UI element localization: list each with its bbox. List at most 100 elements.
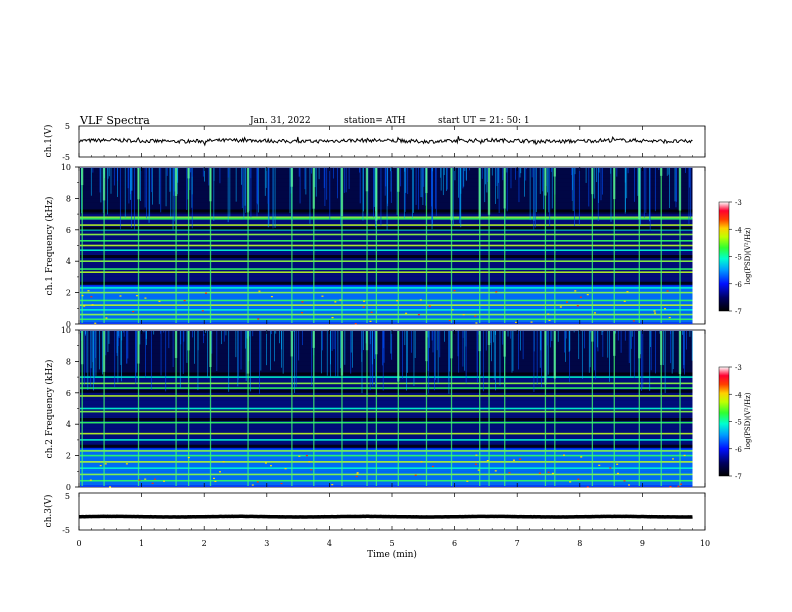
weak-sferic [485, 168, 487, 185]
weak-sferic [551, 168, 553, 209]
psd-speckle [104, 463, 107, 465]
transmitter-line [80, 318, 693, 321]
weak-sferic [458, 168, 459, 198]
weak-sferic [405, 168, 407, 193]
weak-sferic [223, 331, 225, 342]
weak-sferic [295, 331, 297, 387]
weak-sferic [373, 168, 375, 207]
transmitter-line [80, 229, 693, 231]
weak-sferic [121, 331, 123, 341]
weak-sferic [655, 331, 656, 374]
psd-speckle [354, 323, 357, 325]
psd-speckle [310, 469, 313, 471]
weak-sferic [123, 331, 125, 337]
weak-sferic [289, 168, 291, 214]
weak-sferic [119, 168, 121, 230]
weak-sferic [166, 168, 168, 176]
noise-band [80, 186, 693, 191]
weak-sferic [404, 331, 406, 346]
weak-sferic [531, 168, 533, 178]
psd-speckle [580, 456, 583, 458]
psd-speckle [666, 290, 669, 292]
weak-sferic [682, 331, 683, 335]
weak-sferic [191, 168, 193, 195]
weak-sferic [506, 168, 508, 173]
weak-sferic [107, 331, 109, 353]
weak-sferic [271, 331, 272, 335]
psd-speckle [632, 320, 635, 322]
sferic-tip [478, 331, 481, 352]
weak-sferic [92, 331, 94, 376]
freq-tick-label: 4 [66, 420, 71, 429]
freq-tick-label: 10 [61, 326, 71, 335]
sferic [679, 168, 681, 323]
x-tick-label: 6 [452, 539, 457, 548]
weak-sferic [404, 168, 406, 172]
noise-band [80, 333, 693, 338]
weak-sferic [428, 331, 430, 348]
weak-sferic [108, 331, 110, 344]
weak-sferic [172, 168, 174, 230]
noise-band [80, 257, 693, 262]
psd-speckle [548, 319, 551, 322]
sferic [341, 168, 343, 323]
weak-sferic [204, 331, 206, 333]
colorbar-tick-label: -6 [735, 281, 742, 289]
psd-speckle [562, 454, 565, 456]
weak-sferic [315, 168, 317, 197]
weak-sferic [502, 168, 504, 181]
weak-sferic [654, 168, 656, 212]
weak-sferic [626, 168, 628, 199]
psd-speckle [683, 454, 686, 457]
sferic [591, 168, 594, 323]
noise-band [80, 428, 693, 433]
weak-sferic [590, 331, 592, 333]
ch3-ytick-top: 5 [65, 492, 70, 501]
weak-sferic [609, 331, 610, 382]
psd-speckle [284, 468, 287, 470]
psd-speckle [475, 322, 478, 324]
weak-sferic [257, 168, 259, 205]
noise-band [80, 377, 693, 382]
psd-speckle [355, 475, 358, 478]
weak-sferic [160, 331, 162, 334]
sferic-tip [365, 168, 369, 192]
x-tick-label: 1 [139, 539, 144, 548]
weak-sferic [402, 331, 403, 379]
transmitter-line [80, 249, 693, 252]
psd-speckle [486, 459, 489, 462]
psd-speckle [477, 469, 480, 471]
weak-sferic [459, 168, 460, 224]
psd-speckle [671, 458, 674, 460]
noise-band [80, 174, 693, 179]
psd-speckle [569, 481, 572, 483]
weak-sferic [690, 168, 692, 219]
weak-sferic [180, 331, 182, 345]
weak-sferic [407, 168, 409, 195]
transmitter-line [80, 439, 693, 441]
weak-sferic [270, 331, 272, 371]
psd-speckle [205, 292, 208, 294]
weak-sferic [314, 168, 316, 188]
weak-sferic [449, 331, 451, 372]
psd-speckle [218, 471, 221, 473]
weak-sferic [598, 168, 600, 173]
weak-sferic [533, 331, 535, 392]
sferic [554, 168, 556, 323]
dark-gap [80, 226, 693, 230]
ch2-colorbar: -3 -4 -5 -6 -7 log(PSD)(V²/Hz) [718, 364, 752, 481]
weak-sferic [459, 168, 461, 218]
transmitter-line [80, 268, 693, 270]
sferic-tip [174, 168, 178, 197]
weak-sferic [374, 331, 376, 388]
noise-band [80, 233, 693, 238]
sferic [291, 331, 293, 486]
weak-sferic [160, 331, 162, 376]
sferic-tip [312, 168, 315, 209]
weak-sferic [610, 168, 612, 222]
weak-sferic [534, 168, 536, 228]
transmitter-line [80, 313, 693, 316]
weak-sferic [522, 331, 524, 360]
ch1-ytick-top: 5 [65, 122, 70, 131]
ch3-voltage-panel: ch.3(V) 5 -5 Time (min) [43, 492, 706, 560]
